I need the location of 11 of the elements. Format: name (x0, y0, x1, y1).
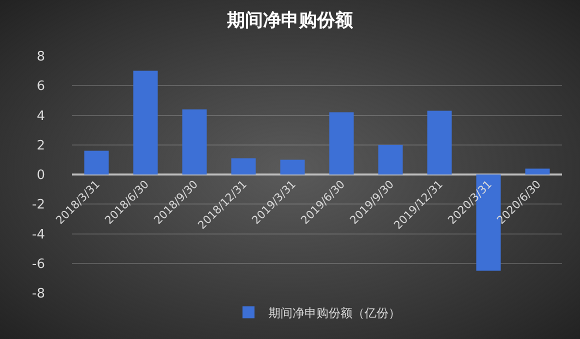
y-tick-label: 6 (36, 79, 45, 94)
y-tick-label: 0 (36, 168, 45, 184)
y-tick-label: 2 (36, 138, 45, 154)
y-tick-label: -4 (32, 227, 45, 242)
chart-title: 期间净申购份额 (226, 10, 354, 32)
y-tick-label: -8 (32, 286, 45, 302)
y-tick-label: 8 (36, 50, 45, 65)
y-tick-label: 4 (36, 108, 45, 124)
y-tick-label: -6 (32, 256, 45, 272)
legend-label: 期间净申购份额（亿份） (268, 306, 400, 320)
y-tick-label: -2 (32, 198, 45, 213)
